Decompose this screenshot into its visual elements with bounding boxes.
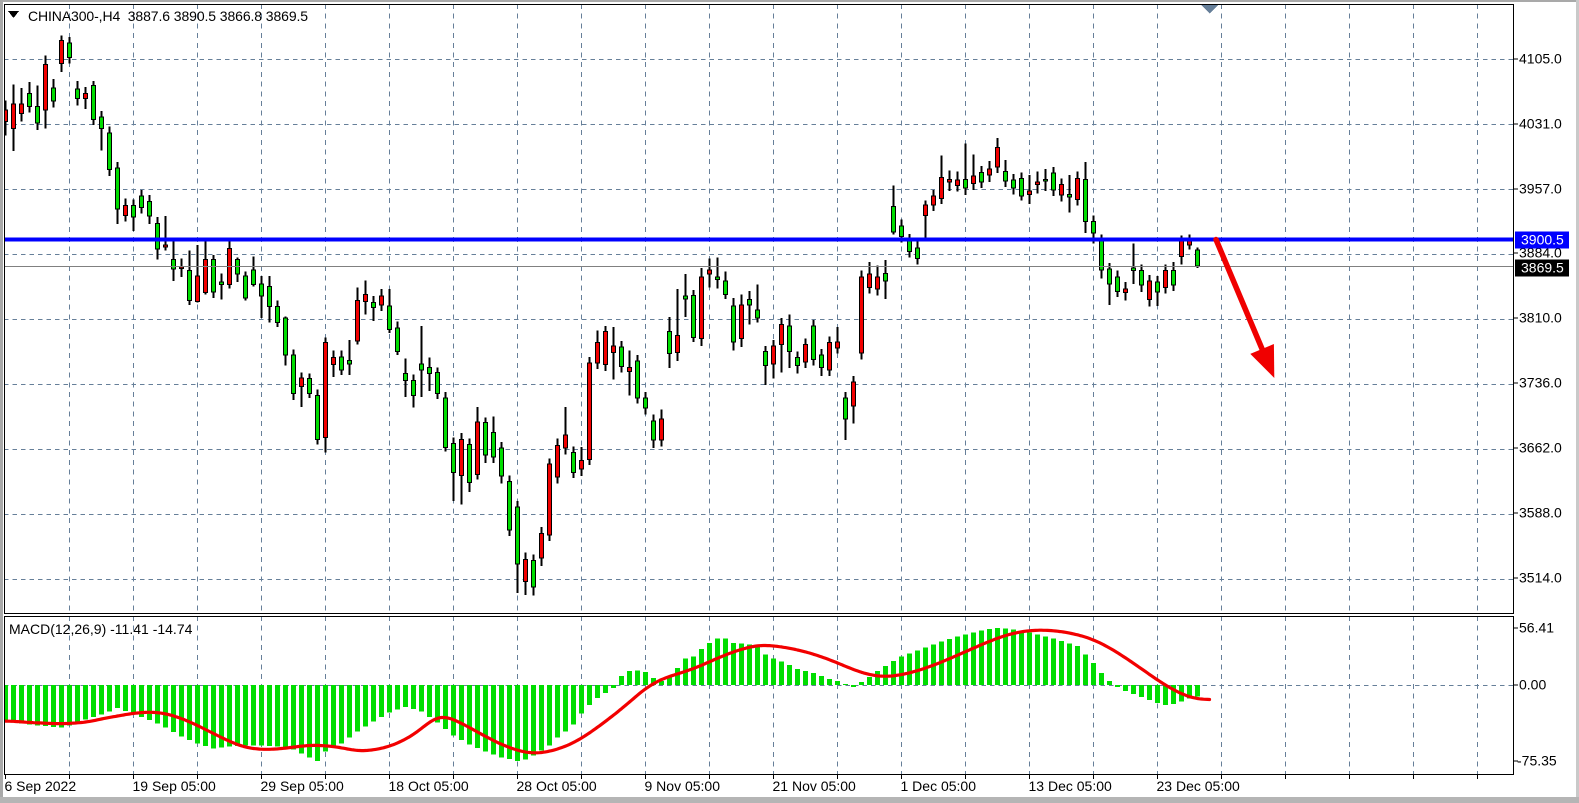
svg-text:3588.0: 3588.0: [1519, 505, 1562, 521]
svg-text:56.41: 56.41: [1519, 620, 1554, 636]
svg-text:3869.5: 3869.5: [1521, 259, 1564, 275]
svg-text:13 Dec 05:00: 13 Dec 05:00: [1029, 778, 1112, 794]
svg-text:-75.35: -75.35: [1517, 753, 1557, 769]
svg-text:3957.0: 3957.0: [1519, 181, 1562, 197]
svg-text:18 Oct 05:00: 18 Oct 05:00: [389, 778, 469, 794]
svg-text:19 Sep 05:00: 19 Sep 05:00: [133, 778, 217, 794]
svg-text:6 Sep 2022: 6 Sep 2022: [5, 778, 77, 794]
svg-text:3662.0: 3662.0: [1519, 440, 1562, 456]
svg-text:3736.0: 3736.0: [1519, 375, 1562, 391]
svg-text:3810.0: 3810.0: [1519, 310, 1562, 326]
svg-text:CHINA300-,H4 3887.6 3890.5 38: CHINA300-,H4 3887.6 3890.5 3866.8 3869.5: [28, 8, 308, 24]
svg-text:1 Dec 05:00: 1 Dec 05:00: [901, 778, 977, 794]
svg-text:4105.0: 4105.0: [1519, 51, 1562, 67]
svg-text:21 Nov 05:00: 21 Nov 05:00: [773, 778, 856, 794]
svg-text:MACD(12,26,9) -11.41 -14.74: MACD(12,26,9) -11.41 -14.74: [9, 621, 193, 637]
svg-text:23 Dec 05:00: 23 Dec 05:00: [1157, 778, 1240, 794]
svg-text:4031.0: 4031.0: [1519, 116, 1562, 132]
svg-text:3514.0: 3514.0: [1519, 570, 1562, 586]
svg-text:9 Nov 05:00: 9 Nov 05:00: [645, 778, 721, 794]
svg-text:0.00: 0.00: [1519, 677, 1546, 693]
svg-text:29 Sep 05:00: 29 Sep 05:00: [261, 778, 345, 794]
svg-text:3900.5: 3900.5: [1521, 232, 1564, 248]
svg-text:28 Oct 05:00: 28 Oct 05:00: [517, 778, 597, 794]
